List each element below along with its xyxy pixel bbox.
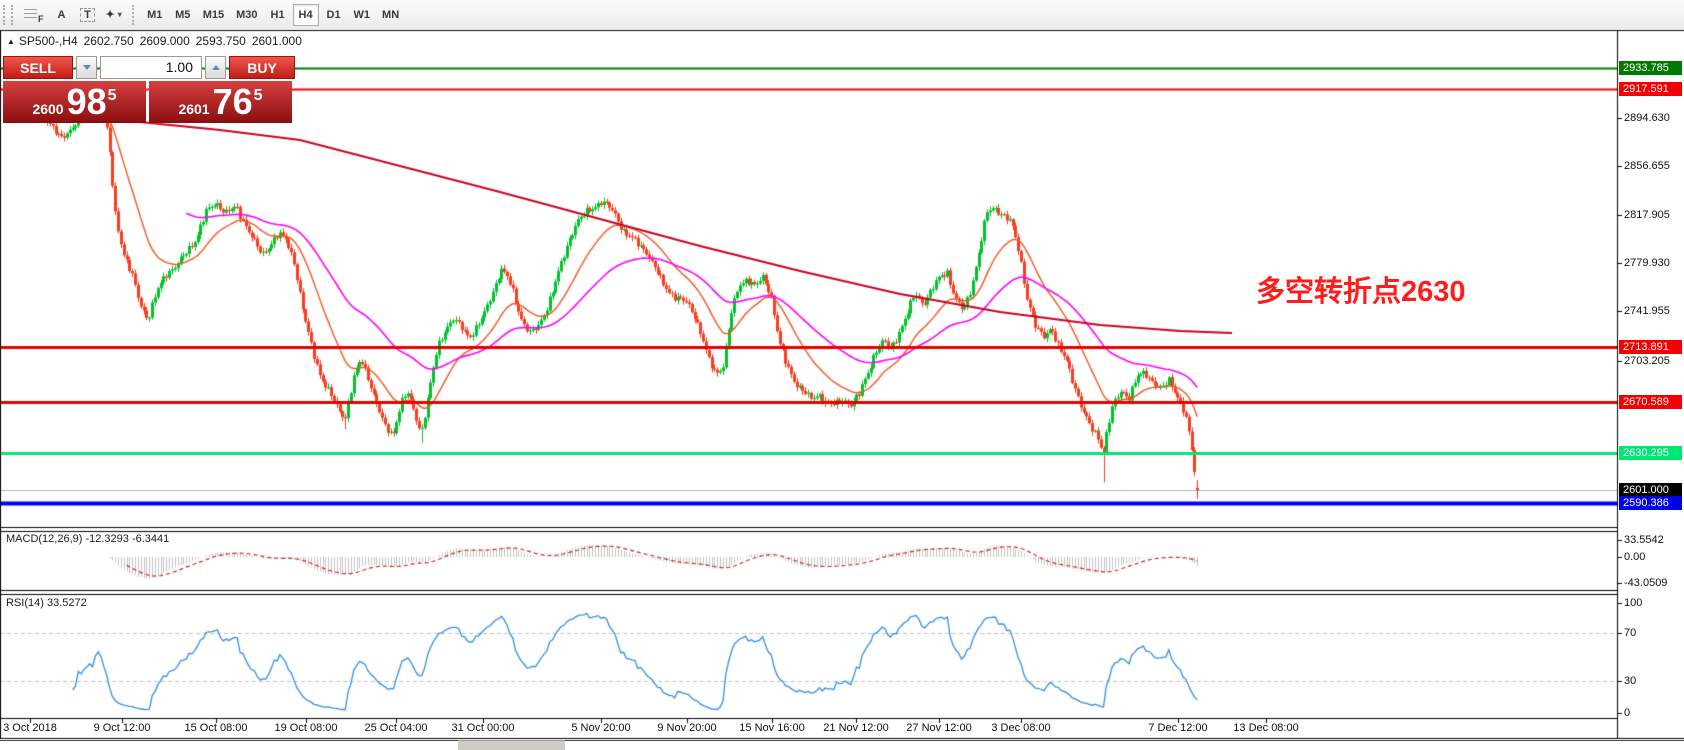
- price-badge: 2933.785: [1619, 61, 1682, 75]
- time-axis-label: 13 Dec 08:00: [1233, 722, 1299, 734]
- price-axis-label: 2817.905: [1624, 209, 1670, 221]
- time-axis-label: 3 Oct 2018: [3, 722, 57, 734]
- sell-price-big: 98: [66, 81, 107, 122]
- price-badge: 2670.589: [1619, 395, 1682, 409]
- time-axis-label: 15 Oct 08:00: [184, 722, 248, 734]
- chart-tab-bar[interactable]: [0, 740, 1684, 750]
- quote-high: 2609.000: [139, 34, 190, 48]
- triangle-down-icon: [82, 65, 91, 70]
- chart-annotation-text: 多空转折点2630: [1256, 276, 1466, 308]
- time-axis-label: 5 Nov 20:00: [571, 722, 631, 734]
- quote-close: 2601.000: [251, 34, 302, 48]
- sell-price-main: 2600: [32, 101, 64, 117]
- price-badge: 2630.295: [1619, 446, 1682, 460]
- price-badge: 2917.591: [1619, 82, 1682, 96]
- rsi-axis-label: 70: [1624, 627, 1637, 639]
- buy-price-big: 76: [212, 81, 253, 122]
- symbol-timeframe: SP500-,H4: [18, 34, 78, 48]
- rsi-label: RSI(14) 33.5272: [6, 597, 87, 609]
- time-axis-label: 19 Oct 08:00: [274, 722, 338, 734]
- time-axis-label: 3 Dec 08:00: [991, 722, 1051, 734]
- macd-axis-label: 33.5542: [1624, 534, 1664, 546]
- time-axis-label: 27 Nov 12:00: [906, 722, 972, 734]
- up-triangle-icon: ▲: [7, 37, 15, 46]
- macd-axis-label: 0.00: [1624, 551, 1646, 563]
- price-badge: 2601.000: [1619, 483, 1682, 497]
- rsi-axis-label: 100: [1624, 597, 1643, 609]
- buy-price-main: 2601: [178, 101, 210, 117]
- quote-low: 2593.750: [195, 34, 246, 48]
- volume-input[interactable]: 1.00: [100, 56, 202, 79]
- rsi-axis-label: 30: [1624, 675, 1637, 687]
- macd-label: MACD(12,26,9) -12.3293 -6.3441: [6, 533, 170, 545]
- sell-price-sup: 5: [107, 87, 117, 104]
- rsi-axis-label: 0: [1624, 707, 1631, 719]
- quote-open: 2602.750: [83, 34, 134, 48]
- price-axis-label: 2894.630: [1624, 112, 1670, 124]
- chart-tab-gap: [458, 740, 565, 750]
- quote-header: ▲ SP500-,H4 2602.750 2609.000 2593.750 2601.0…: [7, 34, 302, 48]
- triangle-up-icon: [211, 65, 220, 70]
- price-badge: 2590.386: [1619, 496, 1682, 510]
- price-badge: 2713.891: [1619, 340, 1682, 354]
- time-axis-label: 25 Oct 04:00: [364, 722, 428, 734]
- time-axis-label: 15 Nov 16:00: [739, 722, 805, 734]
- price-axis-label: 2856.655: [1624, 160, 1670, 172]
- sell-button[interactable]: SELL: [3, 56, 73, 79]
- volume-decrease-button[interactable]: [76, 56, 97, 79]
- volume-increase-button[interactable]: [205, 56, 226, 79]
- macd-axis-label: -43.0509: [1624, 577, 1668, 589]
- price-axis-label: 2779.930: [1624, 257, 1670, 269]
- buy-button[interactable]: BUY: [229, 56, 295, 79]
- buy-price-sup: 5: [253, 87, 263, 104]
- sell-price-box[interactable]: 2600 98 5: [3, 81, 146, 123]
- time-axis-label: 31 Oct 00:00: [451, 722, 515, 734]
- time-axis-label: 9 Nov 20:00: [657, 722, 717, 734]
- time-axis-label: 7 Dec 12:00: [1148, 722, 1208, 734]
- time-axis-label: 9 Oct 12:00: [93, 722, 151, 734]
- price-axis-label: 2703.205: [1624, 355, 1670, 367]
- time-axis-label: 21 Nov 12:00: [823, 722, 889, 734]
- buy-price-box[interactable]: 2601 76 5: [149, 81, 292, 123]
- price-axis-label: 2741.955: [1624, 305, 1670, 317]
- one-click-trade-panel: SELL 1.00 BUY 2600 98 5 2601 76 5: [3, 56, 295, 123]
